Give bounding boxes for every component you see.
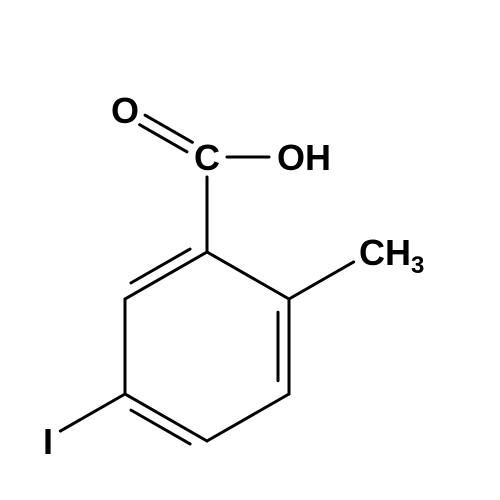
atom-o8: O (111, 90, 139, 131)
labels-group: C O OH CH3 I (43, 90, 424, 462)
molecule-diagram: C O OH CH3 I (0, 0, 500, 500)
atom-c10: CH3 (359, 232, 424, 279)
atom-i11: I (43, 421, 53, 462)
atom-c7: C (194, 137, 220, 178)
atom-o9: OH (277, 137, 331, 178)
